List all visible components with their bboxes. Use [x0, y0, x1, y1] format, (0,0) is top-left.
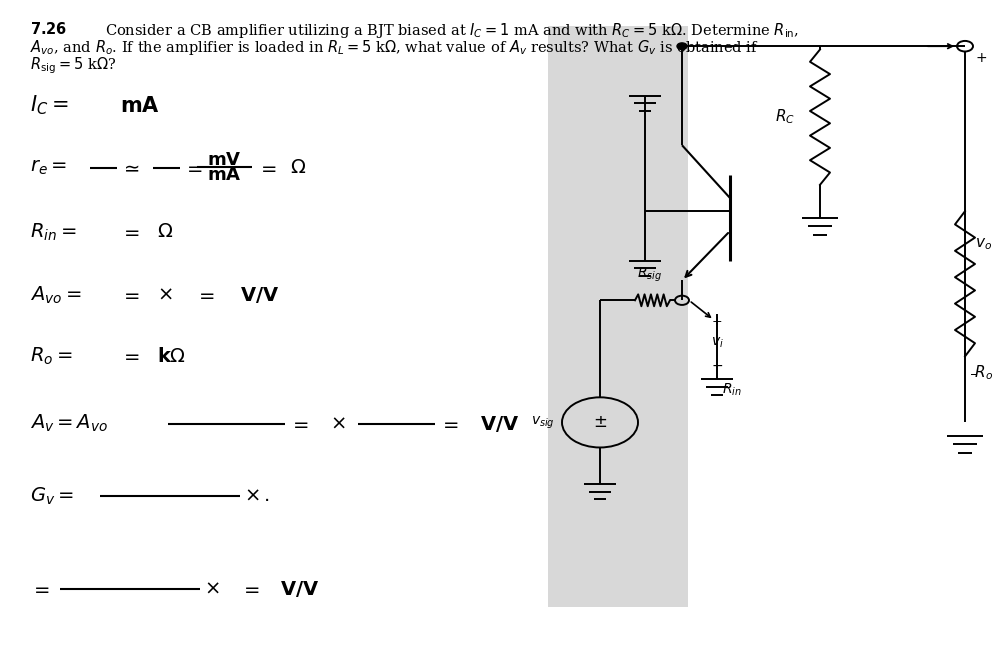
- Text: $R_C$: $R_C$: [775, 108, 795, 127]
- Text: $+$: $+$: [711, 315, 723, 328]
- Text: $\times\,.$: $\times\,.$: [244, 487, 270, 506]
- Text: $=$: $=$: [289, 414, 309, 433]
- Text: $\simeq$: $\simeq$: [120, 159, 140, 178]
- Text: $=$: $=$: [195, 286, 215, 304]
- Text: $R_{in} =$: $R_{in} =$: [30, 222, 77, 243]
- Text: $\pm$: $\pm$: [593, 414, 607, 431]
- Text: $=$: $=$: [257, 159, 277, 178]
- Text: $\Omega$: $\Omega$: [290, 159, 306, 178]
- Text: $R_{in}$: $R_{in}$: [722, 381, 742, 397]
- Text: $A_{vo} =$: $A_{vo} =$: [30, 284, 82, 306]
- Text: $=$: $=$: [120, 223, 140, 242]
- Text: $-$: $-$: [711, 358, 723, 372]
- Text: $\mathbf{mA}$: $\mathbf{mA}$: [207, 166, 241, 184]
- Text: $=$: $=$: [240, 579, 260, 598]
- Text: $\times$: $\times$: [330, 414, 346, 433]
- Text: $+$: $+$: [975, 51, 987, 65]
- FancyBboxPatch shape: [548, 26, 688, 607]
- Text: $=$: $=$: [120, 347, 140, 366]
- Text: $v_o$: $v_o$: [975, 236, 992, 252]
- Text: $\mathbf{V/V}$: $\mathbf{V/V}$: [480, 414, 519, 434]
- Text: $\mathbf{mV}$: $\mathbf{mV}$: [207, 150, 241, 169]
- Text: $\mathbf{7.26}$: $\mathbf{7.26}$: [30, 21, 67, 37]
- Text: $\overline{\ }R_o$: $\overline{\ }R_o$: [970, 364, 994, 382]
- Text: $\times$: $\times$: [204, 579, 220, 598]
- Circle shape: [677, 43, 687, 49]
- Text: $=$: $=$: [120, 286, 140, 304]
- Text: $=$: $=$: [30, 579, 50, 598]
- Text: $A_v = A_{vo}$: $A_v = A_{vo}$: [30, 413, 108, 434]
- Text: $\mathbf{k}\Omega$: $\mathbf{k}\Omega$: [157, 347, 186, 366]
- Text: $\times$: $\times$: [157, 286, 173, 304]
- Text: $A_{vo}$, and $R_o$. If the amplifier is loaded in $R_L = 5$ k$\Omega$, what val: $A_{vo}$, and $R_o$. If the amplifier is…: [30, 38, 759, 57]
- Text: $R_o =$: $R_o =$: [30, 346, 73, 367]
- Text: $\Omega$: $\Omega$: [157, 223, 173, 242]
- Text: $G_v =$: $G_v =$: [30, 486, 74, 507]
- Text: $=$: $=$: [183, 159, 203, 178]
- Text: $v_i$: $v_i$: [711, 336, 723, 350]
- Text: $R_{sig}$: $R_{sig}$: [637, 266, 663, 284]
- Text: $=$: $=$: [439, 414, 459, 433]
- Text: $\mathbf{mA}$: $\mathbf{mA}$: [120, 96, 160, 115]
- Text: $I_C =$: $I_C =$: [30, 94, 68, 117]
- Text: $r_e =$: $r_e =$: [30, 159, 67, 178]
- Text: $\mathbf{V/V}$: $\mathbf{V/V}$: [240, 285, 279, 305]
- Text: $v_{sig}$: $v_{sig}$: [531, 414, 555, 430]
- Text: $R_{\mathrm{sig}} = 5$ k$\Omega$?: $R_{\mathrm{sig}} = 5$ k$\Omega$?: [30, 55, 116, 76]
- Text: Consider a CB amplifier utilizing a BJT biased at $I_C = 1$ mA and with $R_C = 5: Consider a CB amplifier utilizing a BJT …: [105, 21, 799, 40]
- Text: $\mathbf{V/V}$: $\mathbf{V/V}$: [280, 579, 319, 599]
